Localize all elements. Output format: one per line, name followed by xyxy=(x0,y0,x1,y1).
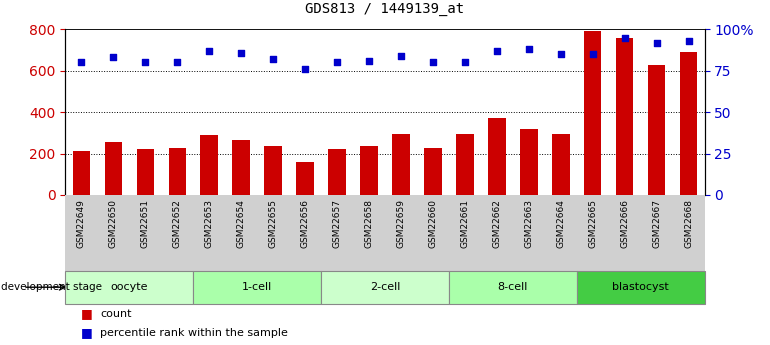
Bar xyxy=(105,142,122,195)
Point xyxy=(554,51,567,57)
Bar xyxy=(520,129,537,195)
Point xyxy=(395,53,407,59)
Bar xyxy=(424,148,442,195)
Text: blastocyst: blastocyst xyxy=(612,282,669,292)
Bar xyxy=(65,271,193,304)
Bar xyxy=(456,134,474,195)
Text: GSM22655: GSM22655 xyxy=(269,199,278,248)
Text: GSM22653: GSM22653 xyxy=(205,199,214,248)
Text: GSM22667: GSM22667 xyxy=(652,199,661,248)
Text: GSM22666: GSM22666 xyxy=(620,199,629,248)
Text: GSM22659: GSM22659 xyxy=(397,199,406,248)
Text: GSM22661: GSM22661 xyxy=(460,199,470,248)
Bar xyxy=(296,162,314,195)
Point xyxy=(75,60,88,65)
Point xyxy=(299,66,311,72)
Point xyxy=(490,48,503,53)
Text: GSM22657: GSM22657 xyxy=(333,199,342,248)
Bar xyxy=(449,271,577,304)
Point xyxy=(139,60,152,65)
Point xyxy=(587,51,599,57)
Text: GSM22662: GSM22662 xyxy=(492,199,501,248)
Text: development stage: development stage xyxy=(1,282,102,292)
Text: count: count xyxy=(100,309,132,319)
Bar xyxy=(552,134,570,195)
Text: percentile rank within the sample: percentile rank within the sample xyxy=(100,328,288,338)
Bar xyxy=(680,52,698,195)
Bar xyxy=(136,149,154,195)
Point xyxy=(235,50,247,55)
Point xyxy=(427,60,439,65)
Bar xyxy=(264,146,282,195)
Point xyxy=(363,58,375,63)
Point xyxy=(203,48,216,53)
Bar xyxy=(616,38,634,195)
Point xyxy=(651,40,663,45)
Text: GSM22654: GSM22654 xyxy=(236,199,246,248)
Point xyxy=(267,56,280,62)
Text: 8-cell: 8-cell xyxy=(497,282,528,292)
Bar xyxy=(584,31,601,195)
Bar xyxy=(72,151,90,195)
Text: ■: ■ xyxy=(81,326,92,339)
Text: GSM22663: GSM22663 xyxy=(524,199,534,248)
Text: 2-cell: 2-cell xyxy=(370,282,400,292)
Bar xyxy=(328,149,346,195)
Point xyxy=(618,35,631,40)
Bar xyxy=(193,271,321,304)
Text: oocyte: oocyte xyxy=(111,282,148,292)
Text: GSM22650: GSM22650 xyxy=(109,199,118,248)
Bar xyxy=(169,148,186,195)
Bar xyxy=(577,271,705,304)
Text: GSM22660: GSM22660 xyxy=(428,199,437,248)
Text: ■: ■ xyxy=(81,307,92,321)
Point xyxy=(682,38,695,44)
Text: GSM22649: GSM22649 xyxy=(77,199,86,248)
Point xyxy=(171,60,183,65)
Text: GSM22668: GSM22668 xyxy=(684,199,693,248)
Text: GDS813 / 1449139_at: GDS813 / 1449139_at xyxy=(306,2,464,16)
Point xyxy=(459,60,471,65)
Text: GSM22665: GSM22665 xyxy=(588,199,598,248)
Point xyxy=(331,60,343,65)
Bar xyxy=(233,140,250,195)
Point xyxy=(523,47,535,52)
Bar xyxy=(488,118,506,195)
Text: GSM22658: GSM22658 xyxy=(364,199,373,248)
Bar xyxy=(321,271,449,304)
Bar xyxy=(200,135,218,195)
Text: GSM22664: GSM22664 xyxy=(556,199,565,248)
Text: GSM22651: GSM22651 xyxy=(141,199,150,248)
Text: GSM22656: GSM22656 xyxy=(300,199,310,248)
Text: 1-cell: 1-cell xyxy=(242,282,273,292)
Point xyxy=(107,55,119,60)
Bar xyxy=(360,146,378,195)
Text: GSM22652: GSM22652 xyxy=(172,199,182,248)
Bar xyxy=(392,134,410,195)
Bar xyxy=(648,65,665,195)
